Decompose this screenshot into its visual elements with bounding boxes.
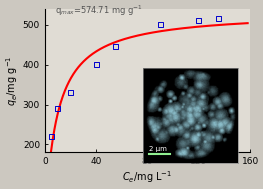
Text: q$_{max}$=574.71 mg g$^{-1}$: q$_{max}$=574.71 mg g$^{-1}$ [55,4,143,19]
Point [49,135,53,138]
Point [158,23,163,26]
Point [68,91,73,94]
X-axis label: $C_e$/mg L$^{-1}$: $C_e$/mg L$^{-1}$ [122,169,173,185]
Y-axis label: $q_e$/mg g$^{-1}$: $q_e$/mg g$^{-1}$ [4,55,20,106]
Point [216,17,220,20]
Point [197,19,201,22]
Point [55,107,60,110]
Text: 2 μm: 2 μm [149,146,167,152]
Point [113,45,118,48]
Point [94,63,98,66]
